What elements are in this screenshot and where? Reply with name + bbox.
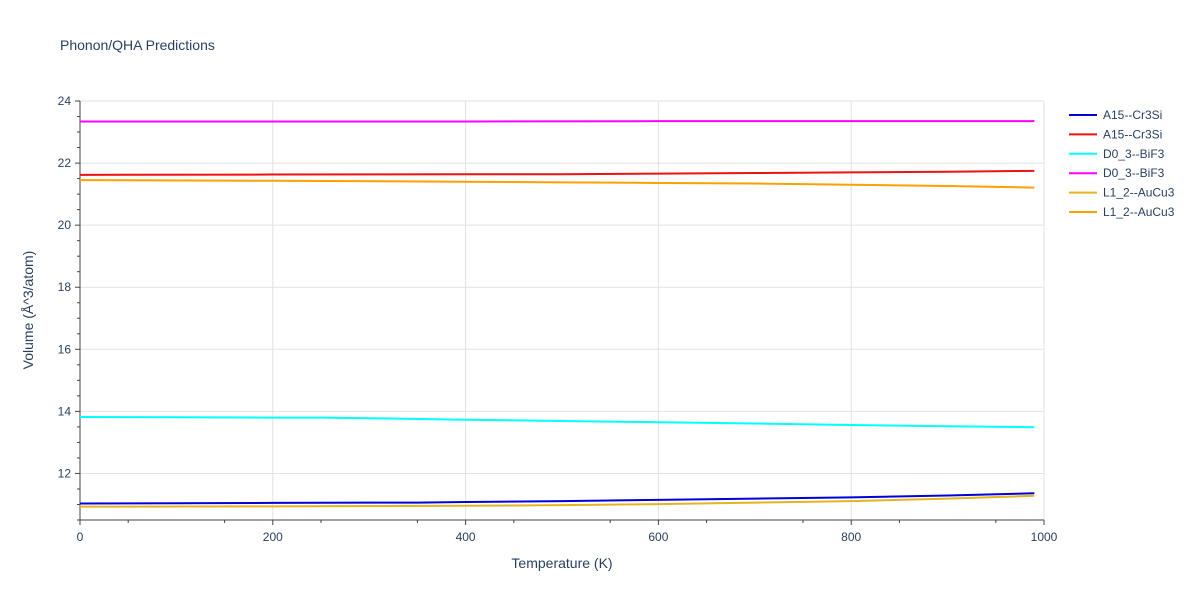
plot-area [79,120,1035,508]
series-line-2 [79,169,1035,176]
x-axis-title: Temperature (K) [511,555,612,571]
y-tick-label: 12 [58,466,72,480]
legend-item[interactable]: A15--Cr3Si [1069,127,1162,141]
y-tick-label: 16 [58,342,72,356]
x-tick-label: 200 [263,530,283,544]
legend-label: L1_2--AuCu3 [1103,186,1175,200]
series-line-5 [79,494,1035,508]
x-tick-label: 600 [648,530,668,544]
grid [79,100,1045,520]
y-tick-label: 22 [58,156,72,170]
legend-item[interactable]: D0_3--BiF3 [1069,166,1165,180]
x-tick-label: 800 [841,530,861,544]
x-tick-label: 400 [456,530,476,544]
series-line-6 [79,179,1035,189]
series-line-1 [79,492,1035,505]
y-tick-label: 14 [58,404,72,418]
y-tick-label: 18 [58,280,72,294]
axes: 0 200 400 600 800 1000 12 14 16 18 20 22 24 [58,94,1058,544]
chart-title: Phonon/QHA Predictions [60,37,215,53]
legend-label: D0_3--BiF3 [1103,166,1165,180]
y-axis-title: Volume (Å^3/atom) [20,251,36,370]
legend[interactable]: A15--Cr3Si A15--Cr3Si D0_3--BiF3 D0_3--BiF3… [1069,108,1175,219]
legend-label: D0_3--BiF3 [1103,147,1165,161]
x-tick-label: 1000 [1031,530,1058,544]
legend-label: A15--Cr3Si [1103,108,1162,122]
legend-item[interactable]: A15--Cr3Si [1069,108,1162,122]
series-line-3 [79,415,1035,429]
x-tick-label: 0 [77,530,84,544]
legend-label: A15--Cr3Si [1103,127,1162,141]
y-tick-label: 24 [58,94,72,108]
legend-label: L1_2--AuCu3 [1103,205,1175,219]
legend-item[interactable]: L1_2--AuCu3 [1069,186,1175,200]
legend-item[interactable]: L1_2--AuCu3 [1069,205,1175,219]
y-tick-label: 20 [58,218,72,232]
legend-item[interactable]: D0_3--BiF3 [1069,147,1165,161]
